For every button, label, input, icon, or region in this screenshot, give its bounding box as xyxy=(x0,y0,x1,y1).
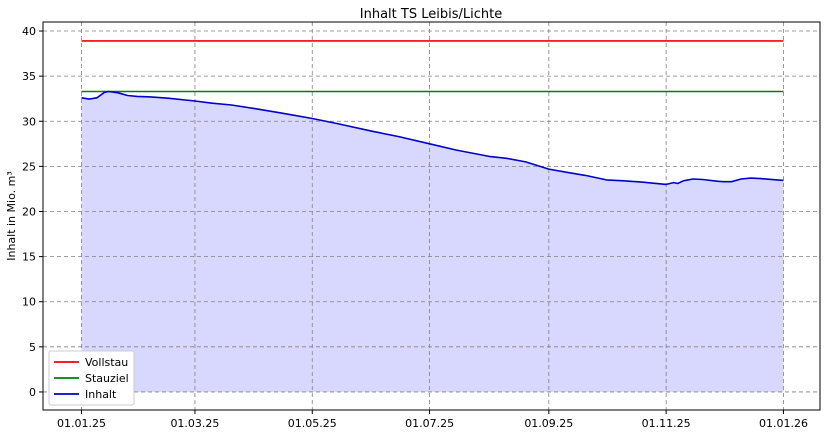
y-tick-label: 0 xyxy=(29,386,36,399)
lines-layer xyxy=(81,40,784,186)
y-tick-label: 10 xyxy=(22,296,36,309)
plot-frame xyxy=(42,21,821,411)
x-tick-label: 01.01.25 xyxy=(57,417,106,430)
legend-label-stauziel: Stauziel xyxy=(85,372,129,385)
chart-title: Inhalt TS Leibis/Lichte xyxy=(360,7,502,22)
y-tick-label: 30 xyxy=(22,115,36,128)
x-tick-label: 01.05.25 xyxy=(288,417,337,430)
x-tick-label: 01.03.25 xyxy=(170,417,219,430)
y-tick-label: 20 xyxy=(22,205,36,218)
legend-box xyxy=(48,350,135,406)
y-tick-label: 5 xyxy=(29,341,36,354)
series-line-inhalt xyxy=(81,90,784,186)
legend: Vollstau Stauziel Inhalt xyxy=(48,350,135,406)
y-axis-title: Inhalt in Mio. m³ xyxy=(5,171,18,261)
y-tick-label: 40 xyxy=(22,25,36,38)
y-tick-label: 35 xyxy=(22,70,36,83)
x-tick-label: 01.11.25 xyxy=(642,417,691,430)
x-tick-label: 01.07.25 xyxy=(405,417,454,430)
y-tick-label: 15 xyxy=(22,251,36,264)
ticks-layer: 0 5 10 15 20 25 30 35 40 01.01.25 01.03.25 01.05.25… xyxy=(22,25,808,430)
x-tick-label: 01.09.25 xyxy=(524,417,573,430)
x-tick-label: 01.01.26 xyxy=(759,417,808,430)
grid-layer xyxy=(43,22,820,410)
legend-label-vollstau: Vollstau xyxy=(85,356,128,369)
y-tick-label: 25 xyxy=(22,160,36,173)
legend-label-inhalt: Inhalt xyxy=(85,388,117,401)
